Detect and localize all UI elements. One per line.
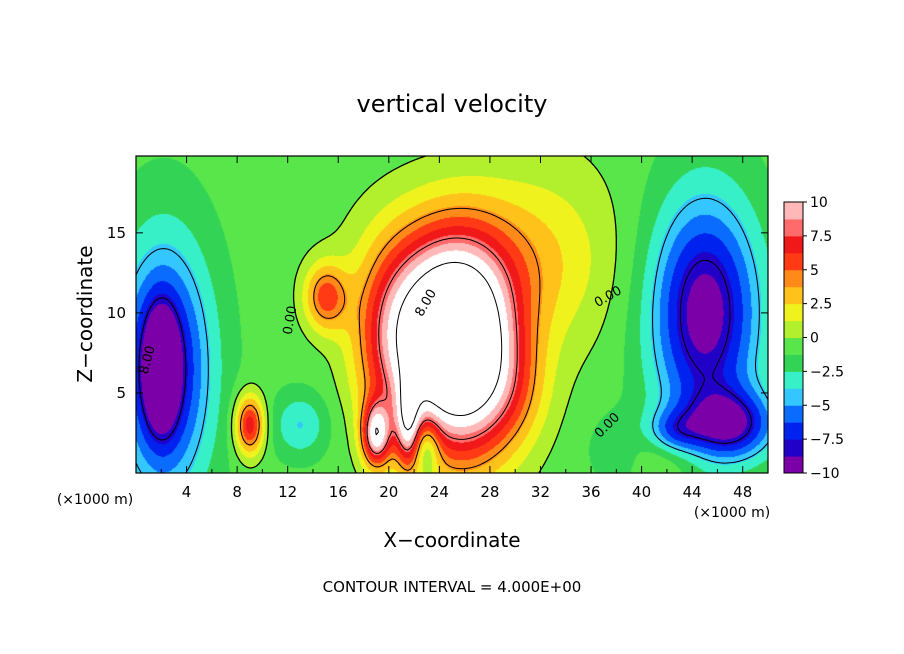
x-tick-label: 4: [182, 483, 192, 501]
x-tick-label: 16: [329, 483, 348, 501]
plot-area: 0.000.000.008.008.00 4 8 12 16 20 24 28 32 36 40 4…: [107, 155, 769, 501]
colorbar-tick-label: 5: [810, 263, 819, 279]
colorbar-band: [784, 371, 803, 389]
colorbar-band: [784, 286, 803, 305]
chart-title: vertical velocity: [357, 90, 548, 118]
y-tick-label: 5: [116, 384, 126, 402]
contour-line-neg4: [135, 197, 769, 474]
colorbar-band: [784, 269, 803, 288]
x-axis-ticks: 4 8 12 16 20 24 28 32 36 40 44 48: [160, 156, 752, 501]
colorbar-tick-label: 10: [810, 195, 828, 211]
contour-interval-note: CONTOUR INTERVAL = 4.000E+00: [323, 578, 582, 596]
contour-line-0: [230, 155, 617, 474]
x-tick-label: 44: [683, 483, 702, 501]
x-tick-label: 36: [581, 483, 600, 501]
colorbar-ticks: 10 7.5 5 2.5 0 −2.5 −5 −7.5 −10: [803, 195, 844, 482]
colorbar-band: [784, 303, 803, 322]
x-tick-label: 48: [733, 483, 752, 501]
colorbar-tick-label: 0: [810, 331, 819, 347]
colorbar-tick-label: −5: [810, 398, 831, 414]
y-tick-label: 10: [107, 304, 126, 322]
colorbar-band: [784, 320, 803, 338]
contour-lines: [135, 155, 769, 474]
colorbar-band: [784, 388, 803, 406]
contour-label: 0.00: [281, 305, 301, 336]
colorbar-band: [784, 337, 803, 355]
x-unit-label: (×1000 m): [694, 505, 770, 521]
contour-line-8: [366, 237, 518, 454]
x-tick-label: 28: [480, 483, 499, 501]
x-tick-label: 24: [430, 483, 449, 501]
x-axis-label: X−coordinate: [383, 528, 520, 552]
y-tick-label: 15: [107, 224, 126, 242]
x-tick-label: 20: [379, 483, 398, 501]
colorbar-tick-label: −2.5: [810, 364, 844, 380]
x-tick-label: 32: [531, 483, 550, 501]
x-tick-label: 40: [632, 483, 651, 501]
y-axis-ticks: 5 10 15: [107, 224, 768, 402]
velocity-field-heatmap: [136, 156, 768, 473]
contour-line-neg8: [138, 259, 752, 444]
colorbar-band: [784, 422, 803, 440]
colorbar-tick-label: 7.5: [810, 229, 832, 245]
y-axis-label: Z−coordinate: [73, 245, 97, 382]
colorbar: 10 7.5 5 2.5 0 −2.5 −5 −7.5 −10: [783, 195, 844, 482]
colorbar-band: [784, 456, 803, 474]
colorbar-band: [784, 405, 803, 423]
colorbar-tick-label: −7.5: [810, 432, 844, 448]
colorbar-tick-label: 2.5: [810, 297, 832, 313]
colorbar-band: [784, 235, 803, 254]
colorbar-band: [784, 202, 803, 220]
x-tick-label: 8: [232, 483, 242, 501]
x-tick-label: 12: [278, 483, 297, 501]
contour-label: 8.00: [137, 344, 159, 376]
contour-line-12: [375, 261, 503, 436]
contour-line-4: [240, 207, 541, 471]
colorbar-tick-label: −10: [810, 466, 840, 482]
plot-frame: [135, 155, 769, 474]
colorbar-band: [784, 439, 803, 457]
colorbar-band: [784, 354, 803, 372]
colorbar-band: [784, 252, 803, 271]
colorbar-bands: [784, 202, 803, 474]
colorbar-band: [784, 218, 803, 237]
y-unit-label: (×1000 m): [57, 492, 133, 508]
